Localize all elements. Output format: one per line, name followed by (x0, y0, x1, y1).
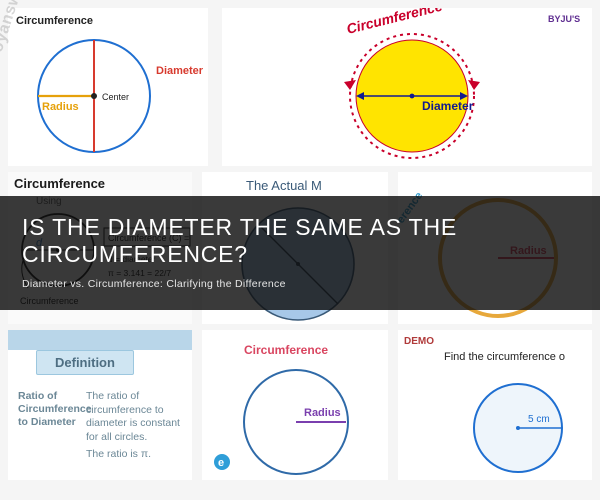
overlay-subtitle: Diameter vs. Circumference: Clarifying t… (22, 278, 578, 290)
ratio-pi: The ratio is π. (86, 448, 151, 460)
byjus-logo: BYJU'S (548, 14, 580, 24)
tile-circumference-radius-diagram: Circumference Diameter Radius Center (8, 8, 208, 166)
center-label: Center (102, 92, 129, 102)
demo-label: DEMO (404, 336, 434, 347)
arrowhead-left (344, 80, 356, 90)
tile-demo-problem: DEMO Find the circumference o 5 cm (398, 330, 592, 480)
circumference-label: Circumference (345, 8, 444, 37)
prompt-text: Find the circumference o (444, 351, 565, 363)
tile-byjus-diagram: BYJU'S Circumference Diameter (222, 8, 592, 166)
diameter-label: Diameter (422, 99, 474, 113)
diagram-svg: Circumference Diameter Radius Center (8, 8, 208, 166)
diameter-label: Diameter (156, 65, 204, 77)
title-overlay: IS THE DIAMETER THE SAME AS THE CIRCUMFE… (0, 196, 600, 310)
center-dot (410, 94, 415, 99)
logo-mark: e (218, 457, 224, 469)
circumference-label: Circumference (16, 15, 93, 27)
ratio-left-label: Ratio ofCircumferenceto Diameter (18, 390, 92, 429)
ratio-description: The ratio of circumference to diameter i… (86, 390, 186, 445)
definition-header: Definition (36, 350, 134, 375)
center-dot (516, 426, 520, 430)
arrowhead-right (468, 80, 480, 90)
radius-label: Radius (304, 407, 341, 419)
diagram-svg: BYJU'S Circumference Diameter (222, 8, 592, 166)
top-bar (8, 330, 192, 350)
center-dot (91, 93, 97, 99)
diagram-svg: Circumference Radius e (202, 330, 388, 480)
heading: Circumference (14, 176, 105, 191)
radius-label: Radius (42, 101, 79, 113)
heading-text: The Actual M (246, 178, 322, 193)
tile-definition-slide: Definition Ratio ofCircumferenceto Diame… (8, 330, 192, 480)
overlay-title: IS THE DIAMETER THE SAME AS THE CIRCUMFE… (22, 214, 578, 268)
diagram-svg: DEMO Find the circumference o 5 cm (398, 330, 592, 480)
measure-text: 5 cm (528, 414, 550, 425)
circumference-label: Circumference (244, 343, 328, 357)
tile-circle-radius-simple: Circumference Radius e (202, 330, 388, 480)
